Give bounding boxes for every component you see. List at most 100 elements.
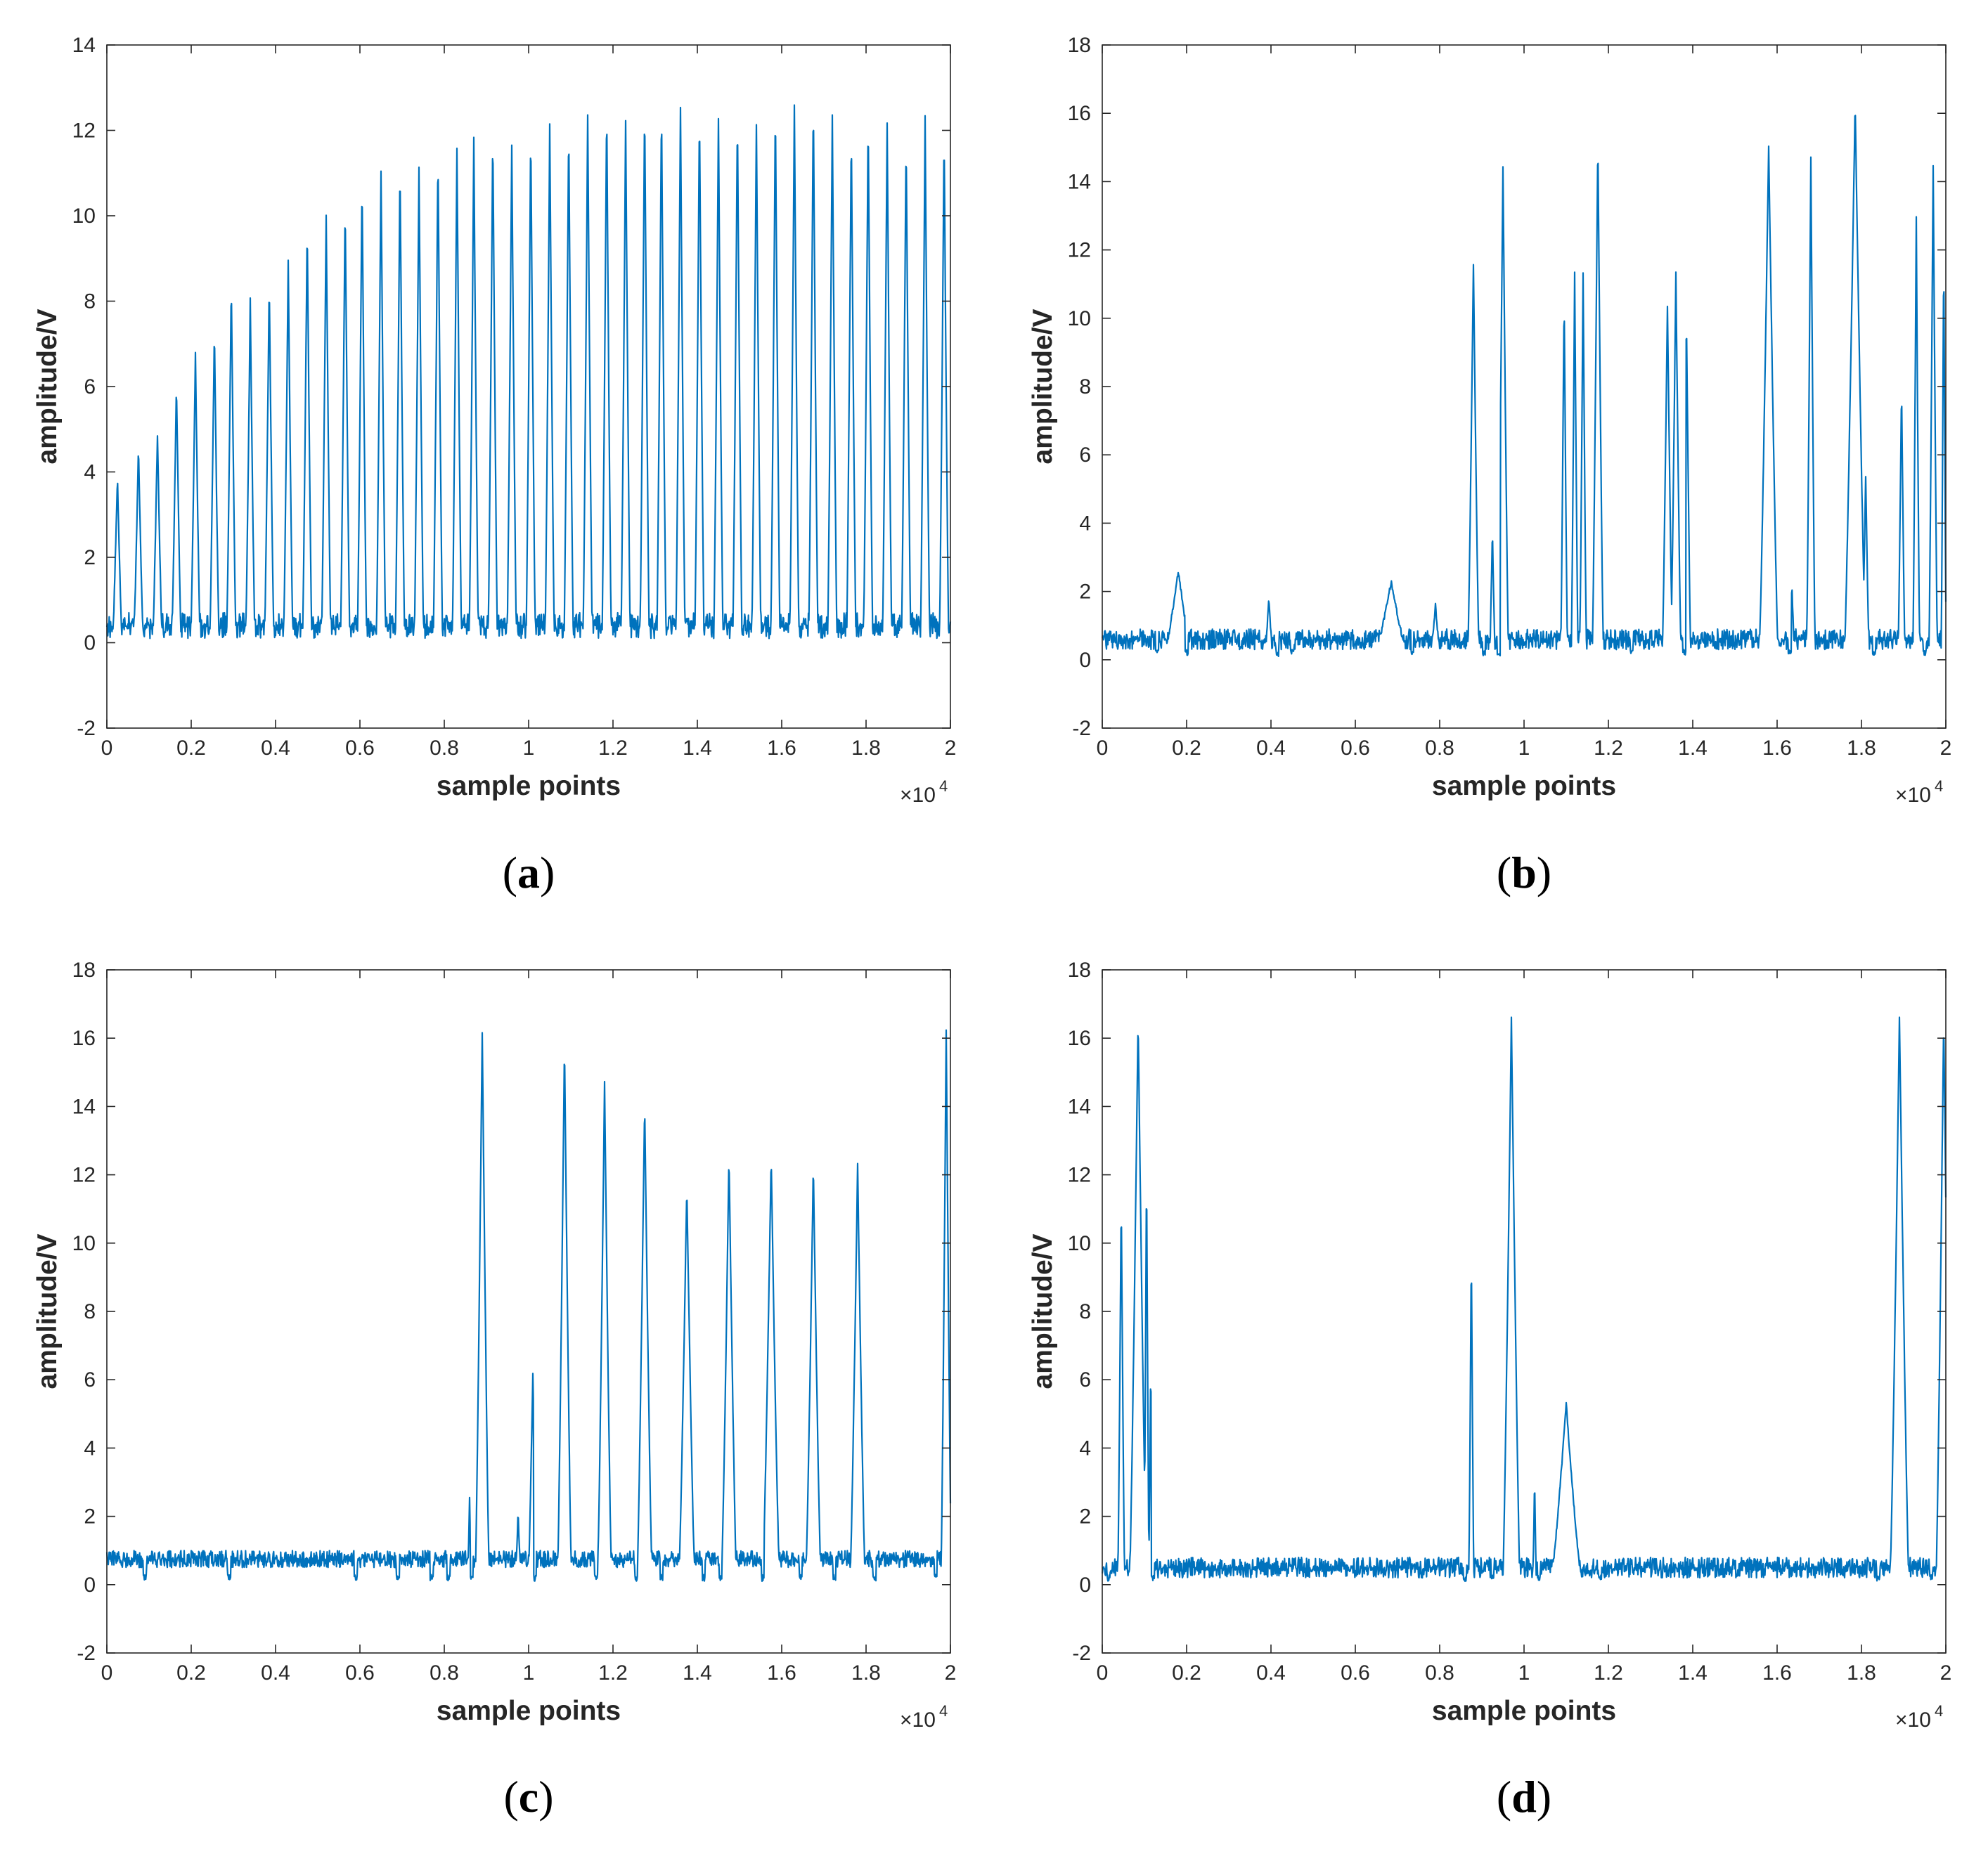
y-tick-label: 18	[1068, 959, 1091, 982]
y-tick-label: 6	[84, 1368, 96, 1392]
y-tick-label: 18	[72, 959, 96, 982]
x-tick-label: 0.6	[1341, 737, 1370, 760]
x-tick-label: 1	[1518, 737, 1530, 760]
y-tick-label: 10	[1068, 307, 1091, 330]
y-tick-label: 0	[84, 1574, 96, 1597]
panels: 0 0.2 0.4 0.6 0.8 1 1.2 1.4 1.6 1.8 2-202468101214…	[32, 34, 1951, 1822]
x-tick-label: 0.6	[345, 737, 375, 760]
x-tick-label: 0.8	[1425, 1661, 1454, 1685]
y-tick-label: 16	[72, 1027, 96, 1050]
x-axis-label: sample points	[437, 771, 621, 801]
y-tick-label: 4	[1079, 512, 1091, 535]
x-exponent-power: 4	[1935, 1702, 1943, 1720]
x-exponent-label: ×10	[900, 1708, 936, 1732]
y-tick-label: 2	[1079, 581, 1091, 604]
x-tick-label: 2	[1940, 737, 1952, 760]
y-tick-label: 6	[1079, 443, 1091, 467]
x-tick-label: 0.6	[1341, 1661, 1370, 1685]
x-tick-label: 0.8	[1425, 737, 1454, 760]
x-tick-label: 1.8	[851, 737, 881, 760]
y-tick-label: 0	[84, 632, 96, 655]
y-tick-label: 8	[84, 290, 96, 313]
x-tick-label: 2	[945, 737, 957, 760]
y-tick-label: 10	[72, 205, 96, 228]
y-tick-label: 2	[1079, 1505, 1091, 1529]
x-tick-label: 1	[523, 737, 535, 760]
y-tick-label: -2	[77, 717, 96, 740]
y-tick-label: 6	[84, 375, 96, 398]
y-tick-label: 12	[72, 119, 96, 143]
panel-label-c: (c)	[503, 1772, 553, 1822]
x-exponent-power: 4	[939, 777, 948, 795]
series-line-a	[105, 104, 952, 640]
x-tick-label: 0	[1097, 1661, 1109, 1685]
x-exponent-power: 4	[939, 1702, 948, 1720]
y-tick-label: 6	[1079, 1368, 1091, 1392]
x-exponent-power: 4	[1935, 777, 1943, 795]
y-tick-label: 2	[84, 1505, 96, 1529]
x-tick-label: 1.4	[683, 1661, 712, 1685]
y-tick-label: 14	[72, 1095, 96, 1118]
y-tick-label: 0	[1079, 649, 1091, 672]
x-tick-label: 0.2	[176, 737, 206, 760]
x-tick-label: 1.2	[1594, 1661, 1623, 1685]
y-tick-label: 16	[1068, 1027, 1091, 1050]
plot-area-d	[1102, 970, 1946, 1653]
x-tick-label: 0.8	[430, 737, 459, 760]
y-tick-label: 10	[1068, 1232, 1091, 1255]
panel-a: 0 0.2 0.4 0.6 0.8 1 1.2 1.4 1.6 1.8 2-202468101214…	[32, 34, 956, 897]
y-axis-label: amplitude/V	[32, 1233, 63, 1389]
y-axis-label: amplitude/V	[1028, 309, 1058, 464]
x-tick-label: 1	[1518, 1661, 1530, 1685]
y-tick-label: 0	[1079, 1574, 1091, 1597]
y-tick-label: 12	[1068, 1164, 1091, 1187]
panel-d: 0 0.2 0.4 0.6 0.8 1 1.2 1.4 1.6 1.8 2 -2 0 2 4 6 8 10 12 14…	[1028, 959, 1951, 1822]
x-tick-label: 0.4	[1256, 1661, 1286, 1685]
x-tick-label: 0.6	[345, 1661, 375, 1685]
x-exponent-label: ×10	[1895, 784, 1931, 807]
x-tick-label: 1.4	[1678, 1661, 1708, 1685]
plot-area-c	[107, 970, 950, 1653]
x-tick-label: 1.2	[598, 1661, 628, 1685]
x-tick-label: 0.4	[261, 737, 290, 760]
y-tick-label: 4	[84, 1437, 96, 1460]
y-axis-label: amplitude/V	[1028, 1233, 1058, 1389]
y-tick-label: 12	[72, 1164, 96, 1187]
plot-area-b	[1102, 45, 1946, 728]
panel-c: 0 0.2 0.4 0.6 0.8 1 1.2 1.4 1.6 1.8 2-202468101214…	[32, 959, 956, 1822]
x-exponent-label: ×10	[1895, 1708, 1931, 1732]
y-tick-label: 4	[84, 461, 96, 484]
y-tick-label: 14	[72, 34, 96, 57]
y-tick-label: 12	[1068, 239, 1091, 262]
x-axis-label: sample points	[1432, 1696, 1616, 1726]
x-tick-label: 1.6	[1762, 737, 1792, 760]
y-tick-label: 8	[1079, 1300, 1091, 1323]
x-axis-label: sample points	[437, 1696, 621, 1726]
y-tick-label: 2	[84, 546, 96, 569]
x-tick-label: 1.6	[1762, 1661, 1792, 1685]
x-tick-label: 1.6	[767, 1661, 796, 1685]
panel-label-d: (d)	[1497, 1772, 1551, 1822]
x-tick-label: 1.2	[598, 737, 628, 760]
x-tick-label: 1.8	[851, 1661, 881, 1685]
x-tick-label: 0	[101, 1661, 113, 1685]
y-tick-label: 14	[1068, 170, 1091, 193]
x-axis-label: sample points	[1432, 771, 1616, 801]
y-tick-label: -2	[77, 1642, 96, 1665]
y-tick-label: -2	[1072, 1642, 1091, 1665]
x-tick-label: 1.4	[683, 737, 712, 760]
x-exponent-label: ×10	[900, 784, 936, 807]
x-tick-label: 1.2	[1594, 737, 1623, 760]
x-tick-label: 1.8	[1847, 1661, 1876, 1685]
panel-b: 0 0.2 0.4 0.6 0.8 1 1.2 1.4 1.6 1.8 2 -2 0 2 4 6 8 10 12 14…	[1028, 34, 1951, 897]
y-tick-label: 8	[84, 1300, 96, 1323]
y-tick-label: 4	[1079, 1437, 1091, 1460]
series-line-b	[1101, 115, 1947, 658]
x-tick-label: 0	[1097, 737, 1109, 760]
x-tick-label: 2	[1940, 1661, 1952, 1685]
x-tick-label: 1	[523, 1661, 535, 1685]
y-tick-label: 10	[72, 1232, 96, 1255]
x-tick-label: 1.8	[1847, 737, 1876, 760]
panel-label-b: (b)	[1497, 848, 1551, 897]
